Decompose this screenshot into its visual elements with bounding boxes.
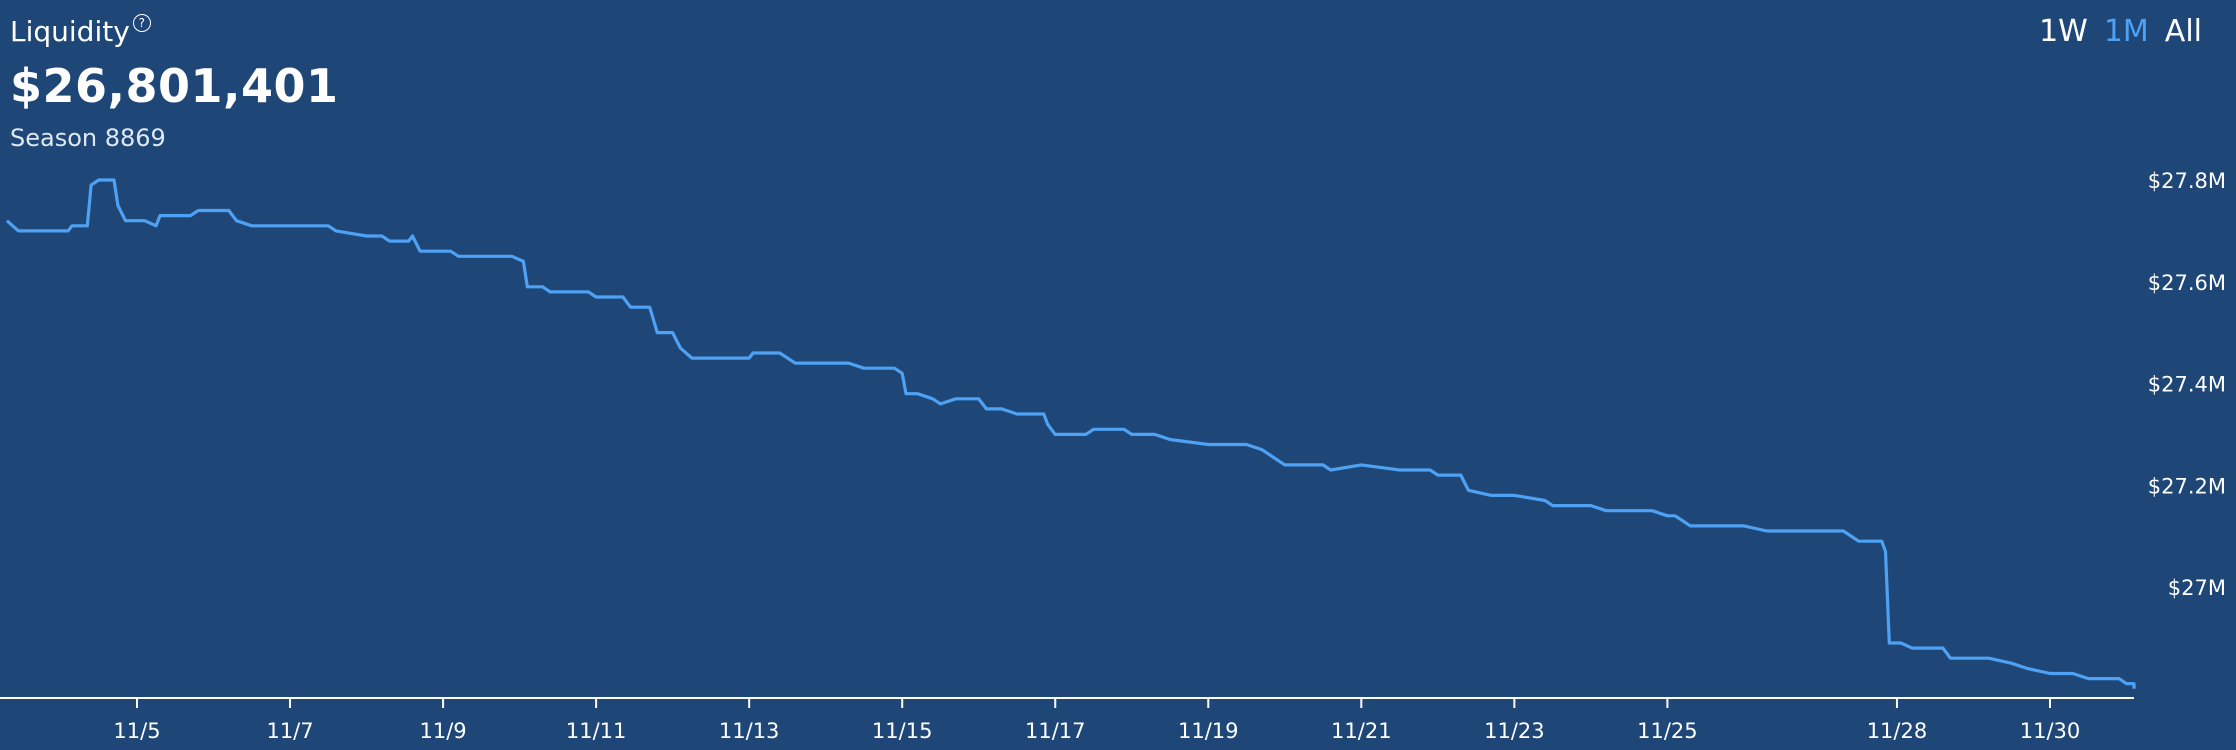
- metric-label-row: Liquidity ?: [10, 8, 339, 56]
- x-tick-label: 11/11: [566, 719, 627, 743]
- range-tab-1m[interactable]: 1M: [2103, 14, 2149, 49]
- x-tick-label: 11/25: [1637, 719, 1698, 743]
- x-tick-label: 11/23: [1484, 719, 1545, 743]
- x-axis: 11/5 11/7 11/9 11/11 11/13 11/15 11/17 11/19 11/…: [0, 697, 2134, 743]
- y-tick-label: $27.4M: [2148, 373, 2226, 397]
- x-tick-label: 11/28: [1867, 719, 1928, 743]
- y-axis: $27.8M $27.6M $27.4M $27.2M $27M: [2148, 169, 2226, 600]
- y-tick-label: $27.8M: [2148, 169, 2226, 193]
- metric-label: Liquidity: [10, 15, 130, 48]
- x-tick-label: 11/30: [2020, 719, 2081, 743]
- x-tick-label: 11/15: [872, 719, 933, 743]
- y-tick-label: $27.2M: [2148, 474, 2226, 498]
- metric-value: $26,801,401: [10, 59, 339, 113]
- x-tick-label: 11/5: [113, 719, 160, 743]
- x-tick-label: 11/21: [1331, 719, 1392, 743]
- y-tick-label: $27M: [2168, 576, 2226, 600]
- range-tab-all[interactable]: All: [2164, 14, 2202, 49]
- season-label: Season 8869: [10, 124, 166, 152]
- x-tick-label: 11/19: [1178, 719, 1239, 743]
- liquidity-series-line: [5, 178, 2136, 689]
- y-tick-label: $27.6M: [2148, 271, 2226, 295]
- metric-header: Liquidity ? $26,801,401 Season 8869: [10, 8, 339, 156]
- x-tick-label: 11/13: [719, 719, 780, 743]
- x-tick-label: 11/9: [419, 719, 466, 743]
- question-circle-icon[interactable]: ?: [132, 14, 151, 32]
- x-tick-label: 11/7: [266, 719, 313, 743]
- range-tab-1w[interactable]: 1W: [2039, 14, 2088, 49]
- time-range-tabs: 1W 1M All: [2039, 12, 2202, 52]
- x-tick-label: 11/17: [1025, 719, 1086, 743]
